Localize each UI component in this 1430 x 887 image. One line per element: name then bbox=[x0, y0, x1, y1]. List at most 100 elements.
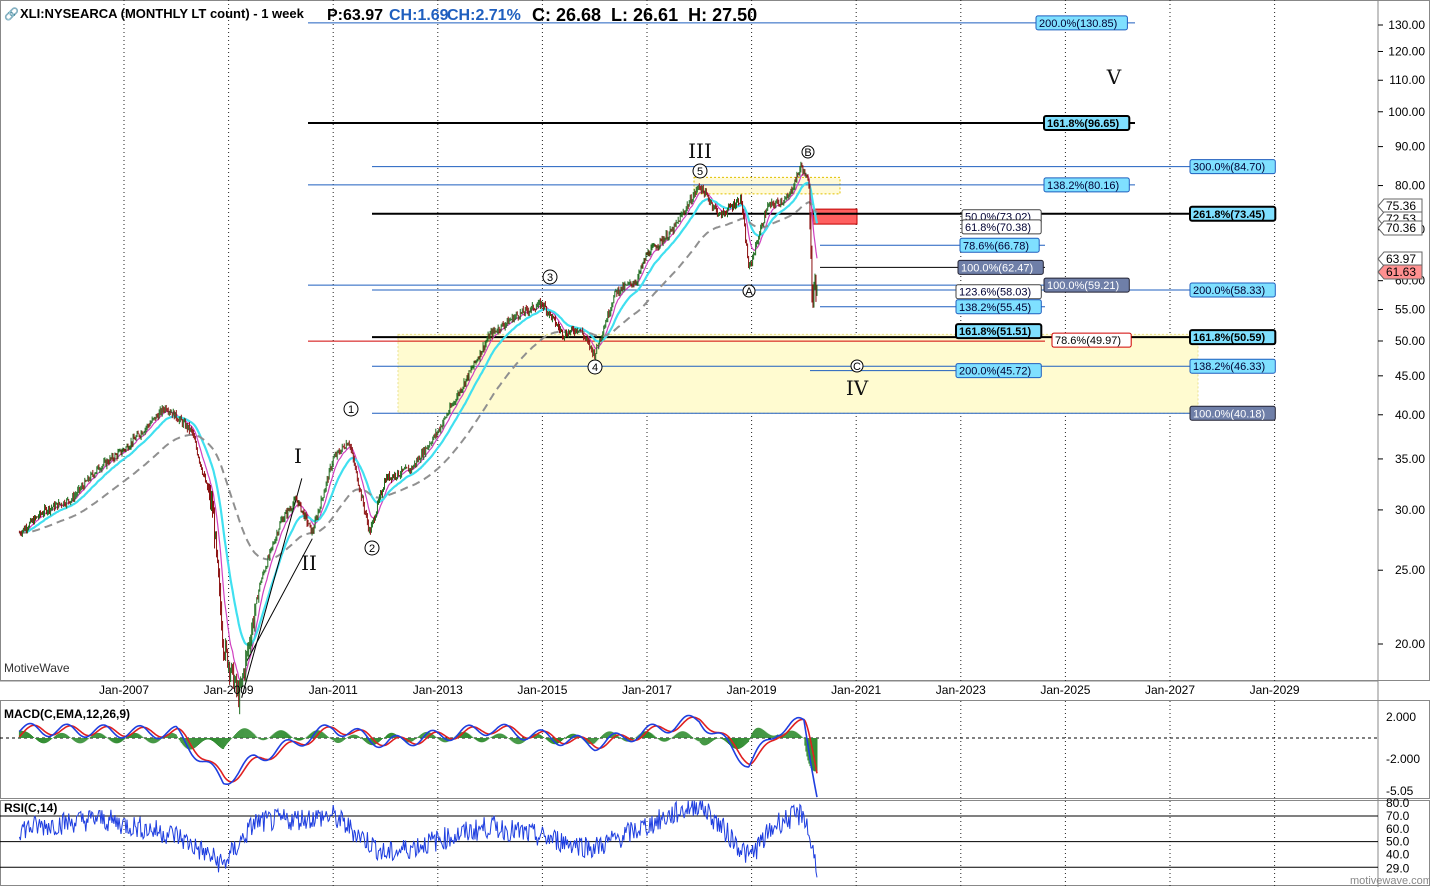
fib-label-box bbox=[1043, 277, 1130, 293]
fib-label: 78.6%(49.97) bbox=[1055, 335, 1121, 347]
wave-circle bbox=[742, 284, 756, 298]
y-tick-label: 50.00 bbox=[1395, 334, 1425, 348]
fib-label-box bbox=[1035, 15, 1128, 31]
fib-label-box bbox=[955, 323, 1043, 340]
wave-label-primary: III bbox=[688, 139, 712, 163]
fib-label-box bbox=[1189, 358, 1276, 374]
fib-label: 200.0%(45.72) bbox=[959, 366, 1031, 378]
x-tick-label: Jan-2013 bbox=[413, 683, 463, 697]
macd-panel bbox=[0, 700, 1430, 799]
macd-tick-label: 2.000 bbox=[1386, 710, 1416, 724]
wave-circle bbox=[587, 359, 603, 375]
channel-line bbox=[241, 478, 303, 698]
fib-label-box bbox=[1043, 177, 1130, 193]
wave-circle bbox=[692, 163, 708, 179]
price-tag bbox=[1377, 220, 1423, 236]
chart-header: 🔗 XLI:NYSEARCA (MONTHLY LT count) - 1 we… bbox=[4, 5, 757, 25]
wave-circle bbox=[343, 401, 359, 417]
wave-circle bbox=[801, 145, 815, 159]
fib-label-box bbox=[955, 299, 1042, 315]
wave-label-minor: 5 bbox=[697, 166, 703, 178]
wave-label-minor: 2 bbox=[369, 543, 375, 555]
price-tag-label: 70.36 bbox=[1386, 221, 1416, 235]
x-tick-label: Jan-2009 bbox=[204, 683, 254, 697]
rsi-line bbox=[18, 800, 818, 878]
y-tick-label: 120.00 bbox=[1388, 44, 1425, 58]
wave-label-primary: V bbox=[1106, 65, 1122, 89]
wave-label-primary: IV bbox=[846, 376, 869, 400]
fib-label-box bbox=[1189, 329, 1277, 346]
fib-label: 138.2%(80.16) bbox=[1047, 180, 1119, 192]
wave-label-minor: 3 bbox=[547, 272, 553, 284]
ema-mid-line bbox=[19, 181, 819, 647]
wave-label-primary: I bbox=[294, 444, 302, 468]
x-tick-label: Jan-2011 bbox=[309, 683, 358, 697]
wave-circle bbox=[850, 359, 864, 373]
fib-label-box bbox=[1051, 332, 1132, 348]
link-icon[interactable]: 🔗 bbox=[4, 6, 19, 21]
x-tick-label: Jan-2015 bbox=[517, 683, 567, 697]
y-tick-label: 130.00 bbox=[1388, 18, 1425, 32]
fib-label: 100.0%(59.21) bbox=[1047, 280, 1119, 292]
x-tick-label: Jan-2027 bbox=[1145, 683, 1195, 697]
top-zone bbox=[693, 176, 841, 195]
fib-label-box bbox=[1189, 282, 1276, 298]
fib-label: 161.8%(51.51) bbox=[959, 326, 1031, 338]
y-tick-label: 100.00 bbox=[1388, 105, 1425, 119]
rsi-panel bbox=[0, 800, 1430, 886]
y-tick-label: 40.00 bbox=[1395, 408, 1425, 422]
price-tag-label: 63.97 bbox=[1386, 252, 1416, 266]
fib-label: 261.8%(73.45) bbox=[1193, 209, 1265, 221]
wave-label-minor: 4 bbox=[592, 362, 598, 374]
channel-line bbox=[246, 538, 313, 662]
y-tick-label: 110.00 bbox=[1389, 73, 1425, 87]
resistance-zone bbox=[812, 208, 858, 225]
wave-label-corrective: C bbox=[853, 361, 861, 373]
fib-label-box bbox=[1189, 405, 1276, 421]
x-tick-label: Jan-2007 bbox=[99, 683, 149, 697]
x-tick-label: Jan-2017 bbox=[622, 683, 672, 697]
price-tag-label: 61.63 bbox=[1386, 265, 1416, 279]
wave-label-primary: II bbox=[301, 551, 317, 575]
fib-label-box bbox=[1189, 159, 1276, 175]
wave-circle bbox=[542, 269, 558, 285]
fib-label-box bbox=[1189, 205, 1277, 222]
macd-title: MACD(C,EMA,12,26,9) bbox=[4, 707, 130, 721]
y-tick-label: 55.00 bbox=[1395, 302, 1425, 316]
watermark-right: motivewave.com bbox=[1350, 875, 1430, 887]
rsi-tick-label: 70.0 bbox=[1386, 809, 1410, 823]
watermark-left: MotiveWave bbox=[4, 661, 70, 675]
ema-fast-line bbox=[19, 173, 818, 682]
fib-label: 138.2%(55.45) bbox=[959, 302, 1031, 314]
wave-label-corrective: A bbox=[745, 286, 753, 298]
wave-circle bbox=[364, 540, 380, 556]
price-tag bbox=[1377, 251, 1423, 267]
change-pct-readout: CH:2.71% bbox=[447, 7, 521, 24]
fib-label-box bbox=[959, 237, 1040, 253]
y-tick-label: 35.00 bbox=[1395, 452, 1425, 466]
rsi-tick-label: 80.0 bbox=[1386, 796, 1410, 810]
rsi-tick-label: 29.0 bbox=[1386, 861, 1410, 875]
x-tick-label: Jan-2025 bbox=[1040, 683, 1090, 697]
fib-label-box bbox=[955, 363, 1042, 379]
fib-label: 100.0%(62.47) bbox=[961, 262, 1033, 274]
y-tick-label: 80.00 bbox=[1395, 179, 1425, 193]
price-tag-label: 75.36 bbox=[1386, 199, 1416, 213]
fib-label: 200.0%(58.33) bbox=[1193, 285, 1265, 297]
y-tick-label: 20.00 bbox=[1395, 637, 1425, 651]
x-tick-label: Jan-2019 bbox=[727, 683, 777, 697]
fib-label: 161.8%(96.65) bbox=[1047, 118, 1119, 130]
fib-label-box bbox=[955, 284, 1042, 300]
fib-label: 300.0%(84.70) bbox=[1193, 162, 1265, 174]
x-tick-label: Jan-2029 bbox=[1250, 683, 1300, 697]
fib-label: 78.6%(66.78) bbox=[963, 240, 1029, 252]
fib-label: 100.0%(40.18) bbox=[1193, 408, 1265, 420]
fib-label: 123.6%(58.03) bbox=[959, 287, 1031, 299]
fib-label-box bbox=[1043, 115, 1131, 132]
wave-label-corrective: B bbox=[804, 147, 811, 159]
price-tag bbox=[1377, 264, 1423, 280]
macd-tick-label: -5.05 bbox=[1386, 784, 1414, 798]
price-readout: P:63.97 bbox=[327, 7, 383, 24]
fib-label: 200.0%(130.85) bbox=[1039, 18, 1117, 30]
fib-label: 61.8%(70.38) bbox=[965, 222, 1031, 234]
